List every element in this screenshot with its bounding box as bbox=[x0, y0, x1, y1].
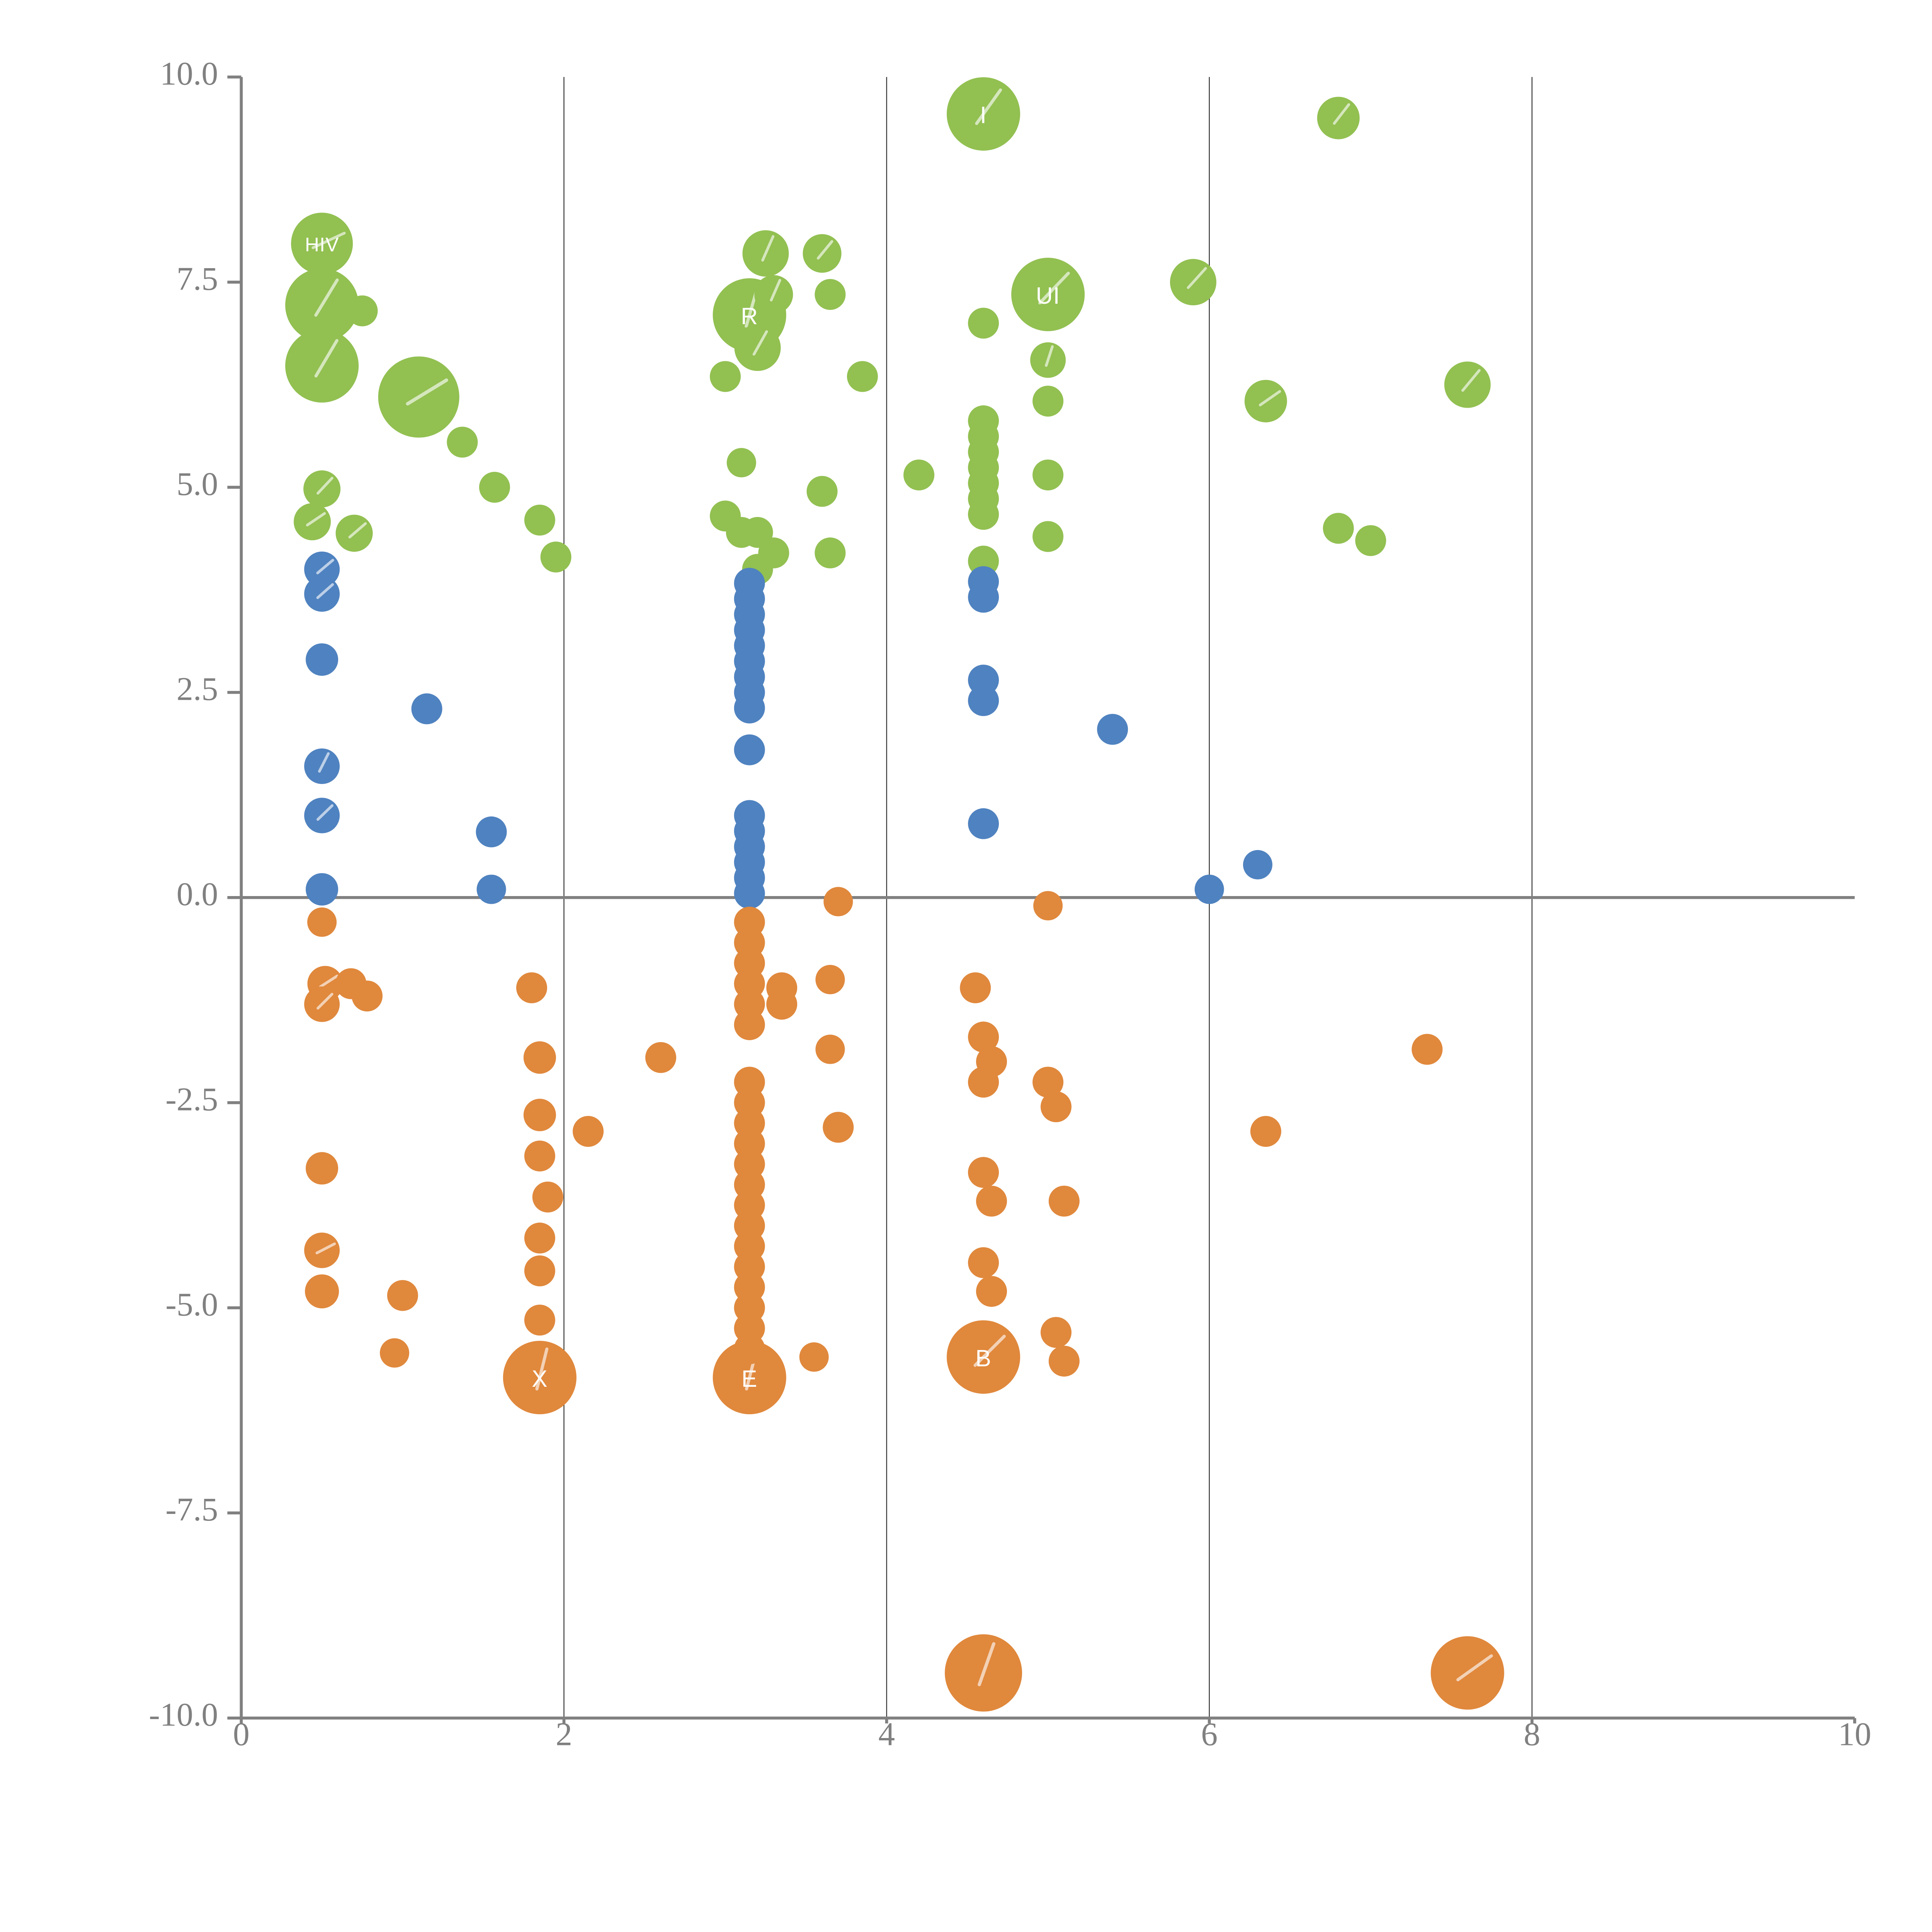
svg-text:E: E bbox=[742, 1366, 758, 1392]
svg-text:UI: UI bbox=[1036, 282, 1060, 309]
svg-text:10: 10 bbox=[1838, 1715, 1871, 1752]
svg-text:HIV: HIV bbox=[305, 233, 339, 255]
svg-text:7.5: 7.5 bbox=[177, 260, 218, 297]
svg-text:X: X bbox=[532, 1366, 548, 1392]
svg-text:4: 4 bbox=[878, 1715, 895, 1752]
svg-text:0: 0 bbox=[233, 1715, 250, 1752]
svg-text:-2.5: -2.5 bbox=[165, 1080, 218, 1117]
svg-text:B: B bbox=[975, 1345, 992, 1371]
svg-text:-5.0: -5.0 bbox=[165, 1286, 218, 1323]
svg-text:8: 8 bbox=[1524, 1715, 1540, 1752]
svg-text:I: I bbox=[980, 102, 987, 128]
svg-text:2: 2 bbox=[556, 1715, 572, 1752]
svg-text:6: 6 bbox=[1201, 1715, 1218, 1752]
svg-text:10.0: 10.0 bbox=[160, 55, 218, 92]
svg-text:2.5: 2.5 bbox=[177, 670, 218, 707]
svg-text:0.0: 0.0 bbox=[177, 876, 218, 913]
svg-text:-10.0: -10.0 bbox=[149, 1696, 218, 1733]
svg-text:5.0: 5.0 bbox=[177, 465, 218, 502]
svg-text:-7.5: -7.5 bbox=[165, 1491, 218, 1528]
